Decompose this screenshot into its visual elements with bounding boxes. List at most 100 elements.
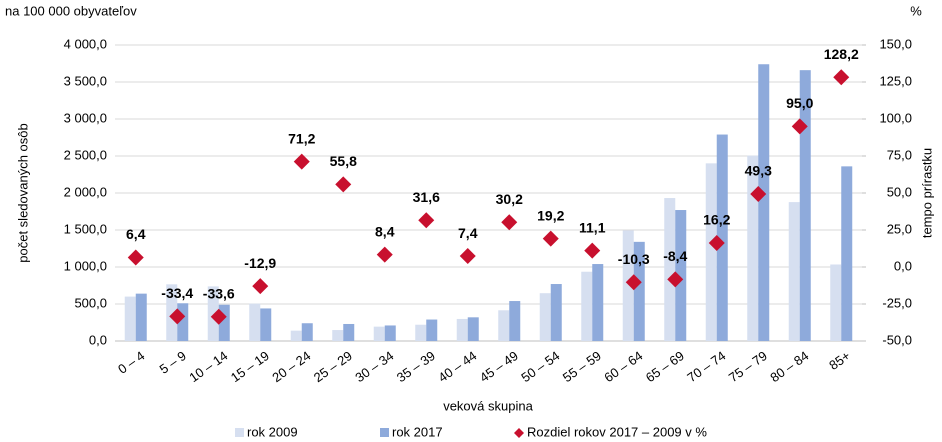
bar bbox=[592, 264, 604, 341]
diamond-marker bbox=[293, 153, 310, 170]
diamond-marker bbox=[418, 212, 435, 229]
y-axis-label: počet sledovaných osôb bbox=[15, 123, 30, 262]
data-label: 6,4 bbox=[126, 226, 146, 242]
y2-tick-label: 125,0 bbox=[879, 73, 912, 88]
bar bbox=[664, 198, 676, 341]
diamond-marker bbox=[542, 230, 559, 247]
diamond-marker bbox=[169, 308, 186, 325]
bar bbox=[633, 241, 645, 341]
bar bbox=[509, 301, 521, 341]
x-tick-label: 45 – 49 bbox=[477, 348, 521, 385]
data-label: 19,2 bbox=[537, 207, 564, 223]
legend-label: Rozdiel rokov 2017 – 2009 v % bbox=[527, 424, 707, 439]
x-tick-label: 65 – 69 bbox=[643, 348, 687, 385]
bar bbox=[166, 284, 178, 341]
y2-tick-label: 25,0 bbox=[887, 221, 912, 236]
bar bbox=[426, 319, 438, 341]
bar bbox=[260, 308, 272, 341]
x-tick-label: 50 – 54 bbox=[518, 348, 562, 385]
bar bbox=[249, 303, 261, 341]
y-tick-label: 1 000,0 bbox=[64, 258, 107, 273]
data-label: 7,4 bbox=[458, 225, 478, 241]
x-tick-label: 30 – 34 bbox=[352, 348, 396, 385]
data-label: -33,6 bbox=[203, 285, 235, 301]
y2-tick-label: 100,0 bbox=[879, 110, 912, 125]
diamond-marker bbox=[625, 274, 642, 291]
bar bbox=[830, 264, 842, 341]
diamond-marker bbox=[501, 214, 518, 231]
diamond-marker bbox=[791, 118, 808, 135]
y-tick-label: 0,0 bbox=[89, 332, 107, 347]
legend-swatch bbox=[514, 428, 524, 438]
data-label: 16,2 bbox=[703, 212, 730, 228]
bar bbox=[301, 323, 313, 341]
diamond-marker bbox=[459, 248, 476, 265]
diamond-marker bbox=[708, 235, 725, 252]
bar bbox=[498, 310, 510, 341]
legend-swatch bbox=[380, 428, 389, 437]
bar bbox=[675, 210, 687, 341]
bar bbox=[456, 318, 468, 341]
bar bbox=[124, 296, 136, 341]
bar bbox=[207, 286, 219, 341]
diamond-marker bbox=[584, 242, 601, 259]
x-tick-label: 70 – 74 bbox=[684, 348, 728, 385]
data-label: -8,4 bbox=[663, 248, 687, 264]
data-label: -33,4 bbox=[161, 285, 193, 301]
y-tick-label: 4 000,0 bbox=[64, 36, 107, 51]
data-label: 71,2 bbox=[288, 130, 315, 146]
y2-tick-label: -50,0 bbox=[882, 332, 912, 347]
y-tick-label: 2 500,0 bbox=[64, 147, 107, 162]
y-tick-label: 500,0 bbox=[74, 295, 107, 310]
bar bbox=[467, 317, 479, 341]
bar bbox=[581, 271, 593, 341]
diamond-marker bbox=[750, 186, 767, 203]
legend-swatch bbox=[235, 428, 244, 437]
data-label: 8,4 bbox=[375, 223, 395, 239]
diamond-marker bbox=[210, 308, 227, 325]
data-label: -12,9 bbox=[244, 255, 276, 271]
diamond-marker bbox=[833, 69, 850, 86]
x-tick-label: 5 – 9 bbox=[157, 348, 189, 377]
y2-unit-label: % bbox=[910, 3, 922, 18]
x-tick-label: 75 – 79 bbox=[726, 348, 770, 385]
data-label: -10,3 bbox=[618, 251, 650, 267]
bar bbox=[705, 163, 717, 341]
x-axis-label: veková skupina bbox=[443, 398, 533, 413]
x-tick-label: 60 – 64 bbox=[601, 348, 645, 385]
x-tick-label: 55 – 59 bbox=[560, 348, 604, 385]
diamond-marker bbox=[335, 176, 352, 193]
legend-label: rok 2017 bbox=[392, 424, 443, 439]
diamond-marker bbox=[127, 249, 144, 266]
bar bbox=[343, 323, 355, 341]
x-tick-label: 0 – 4 bbox=[115, 348, 147, 377]
bar bbox=[539, 293, 551, 341]
x-tick-label: 20 – 24 bbox=[269, 348, 313, 385]
data-label: 128,2 bbox=[824, 46, 859, 62]
diamond-marker bbox=[252, 278, 269, 295]
x-tick-label: 80 – 84 bbox=[767, 348, 811, 385]
legend-label: rok 2009 bbox=[247, 424, 298, 439]
y2-tick-label: -25,0 bbox=[882, 295, 912, 310]
x-tick-label: 25 – 29 bbox=[311, 348, 355, 385]
bar bbox=[788, 202, 800, 341]
bar bbox=[332, 330, 344, 341]
data-label: 11,1 bbox=[579, 219, 606, 235]
x-tick-label: 35 – 39 bbox=[394, 348, 438, 385]
x-tick-label: 10 – 14 bbox=[186, 348, 230, 385]
y2-tick-label: 0,0 bbox=[894, 258, 912, 273]
diamond-marker bbox=[376, 246, 393, 263]
y-tick-label: 1 500,0 bbox=[64, 221, 107, 236]
data-label: 30,2 bbox=[496, 191, 523, 207]
y2-tick-label: 150,0 bbox=[879, 36, 912, 51]
data-label: 31,6 bbox=[413, 189, 440, 205]
bar bbox=[841, 166, 853, 341]
bar bbox=[622, 230, 634, 341]
bar bbox=[415, 324, 427, 341]
data-label: 55,8 bbox=[330, 153, 357, 169]
bar bbox=[218, 304, 230, 341]
bar bbox=[758, 64, 770, 342]
y-unit-label: na 100 000 obyvateľov bbox=[5, 3, 137, 18]
data-label: 49,3 bbox=[745, 163, 772, 179]
